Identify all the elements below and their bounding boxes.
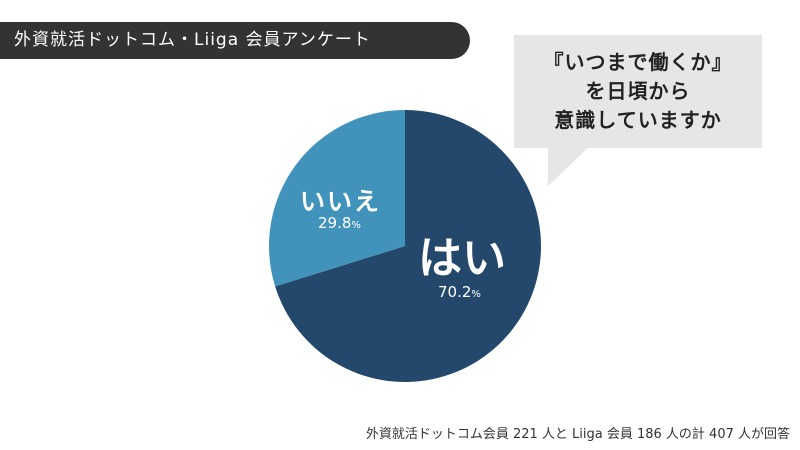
slice-label-yes: はい	[418, 233, 506, 284]
survey-title: 外資就活ドットコム・Liiga 会員アンケート	[14, 30, 371, 50]
slice-value-no-unit: %	[351, 220, 361, 231]
slice-value-no: 29.8%	[318, 214, 361, 232]
pie-slice-yes	[275, 110, 541, 382]
slice-label-no: いいえ	[300, 187, 382, 216]
respondent-footnote: 外資就活ドットコム会員 221 人と Liiga 会員 186 人の計 407 …	[365, 427, 790, 442]
survey-title-banner: 外資就活ドットコム・Liiga 会員アンケート	[0, 22, 470, 59]
question-line-1: 『いつまで働くか』	[543, 50, 733, 74]
slice-value-yes: 70.2%	[438, 283, 481, 301]
pie-slice-no	[269, 110, 405, 287]
slice-value-no-number: 29.8	[318, 214, 352, 232]
question-line-2: を日頃から	[585, 79, 691, 103]
question-callout: 『いつまで働くか』 を日頃から 意識していますか	[514, 35, 762, 148]
callout-tail	[548, 146, 590, 186]
slice-value-yes-number: 70.2	[438, 283, 472, 301]
slice-value-yes-unit: %	[471, 289, 481, 300]
question-line-3: 意識していますか	[554, 108, 722, 132]
